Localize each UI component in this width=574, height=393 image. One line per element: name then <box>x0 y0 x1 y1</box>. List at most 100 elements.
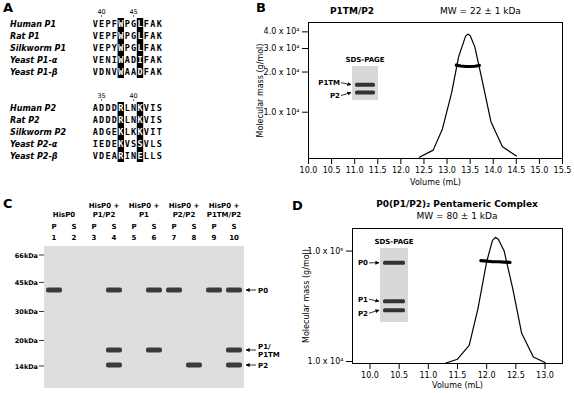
svg-text:Rat P1: Rat P1 <box>10 32 40 41</box>
svg-text:P: P <box>125 31 130 41</box>
svg-text:N: N <box>105 67 110 77</box>
svg-text:E: E <box>112 139 117 149</box>
svg-text:S: S <box>157 139 162 149</box>
svg-text:10.0: 10.0 <box>361 371 379 380</box>
svg-text:P: P <box>211 223 216 231</box>
svg-text:11.0: 11.0 <box>346 166 364 175</box>
svg-text:S: S <box>71 223 76 231</box>
svg-text:HisP0 +: HisP0 + <box>169 202 200 210</box>
svg-text:W: W <box>118 55 124 65</box>
svg-text:S: S <box>231 223 236 231</box>
svg-text:Human P2: Human P2 <box>10 104 56 113</box>
svg-text:8: 8 <box>192 234 197 242</box>
svg-text:P1/P2: P1/P2 <box>93 211 116 219</box>
svg-text:10: 10 <box>229 234 239 242</box>
svg-text:W: W <box>118 43 124 53</box>
svg-text:3: 3 <box>92 234 97 242</box>
svg-text:K: K <box>157 67 163 77</box>
svg-text:V: V <box>93 151 98 161</box>
svg-text:45kDa: 45kDa <box>15 279 38 287</box>
svg-text:6: 6 <box>152 234 157 242</box>
svg-text:K: K <box>157 43 163 53</box>
svg-text:K: K <box>118 127 124 137</box>
svg-text:D: D <box>112 115 117 125</box>
svg-text:45: 45 <box>129 8 137 16</box>
svg-text:P1TM: P1TM <box>318 79 340 87</box>
svg-text:P0: P0 <box>358 259 368 267</box>
svg-text:S: S <box>131 139 136 149</box>
svg-text:K: K <box>137 103 143 113</box>
svg-text:T: T <box>157 127 162 137</box>
svg-text:G: G <box>105 127 110 137</box>
svg-text:HisP0: HisP0 <box>53 211 76 219</box>
svg-text:E: E <box>99 19 104 29</box>
svg-text:A: A <box>150 43 155 53</box>
svg-text:G: G <box>131 19 136 29</box>
svg-text:L: L <box>125 115 130 125</box>
svg-text:12.5: 12.5 <box>415 166 433 175</box>
svg-text:11.5: 11.5 <box>449 371 467 380</box>
svg-text:14.5: 14.5 <box>507 166 525 175</box>
svg-text:E: E <box>99 31 104 41</box>
svg-text:K: K <box>131 127 137 137</box>
svg-text:D: D <box>105 115 110 125</box>
svg-text:E: E <box>137 151 142 161</box>
svg-text:K: K <box>137 127 143 137</box>
svg-text:S: S <box>157 103 162 113</box>
svg-text:A: A <box>131 67 136 77</box>
svg-text:V: V <box>144 139 149 149</box>
svg-text:1: 1 <box>52 234 57 242</box>
svg-text:I: I <box>150 115 155 125</box>
svg-text:A: A <box>125 67 130 77</box>
svg-text:Yeast P2-β: Yeast P2-β <box>10 152 58 161</box>
svg-text:A: A <box>150 55 155 65</box>
svg-text:E: E <box>99 55 104 65</box>
svg-text:P2/P2: P2/P2 <box>173 211 196 219</box>
svg-text:D: D <box>292 198 303 213</box>
svg-text:D: D <box>105 103 110 113</box>
svg-text:L: L <box>137 43 142 53</box>
svg-text:10.5: 10.5 <box>390 371 408 380</box>
svg-text:V: V <box>93 67 98 77</box>
svg-text:L: L <box>150 151 155 161</box>
svg-text:Y: Y <box>112 43 118 53</box>
svg-text:D: D <box>99 127 104 137</box>
svg-text:K: K <box>118 139 124 149</box>
svg-text:10.5: 10.5 <box>323 166 341 175</box>
svg-text:S: S <box>157 151 162 161</box>
svg-text:R: R <box>118 115 124 125</box>
svg-text:15.0: 15.0 <box>531 166 549 175</box>
svg-text:P: P <box>125 43 130 53</box>
svg-text:10.0: 10.0 <box>300 166 318 175</box>
svg-text:V: V <box>93 19 98 29</box>
svg-text:MW = 80 ± 1 kDa: MW = 80 ± 1 kDa <box>417 211 498 221</box>
svg-text:L: L <box>137 31 142 41</box>
svg-text:SDS-PAGE: SDS-PAGE <box>345 56 384 64</box>
svg-text:P0(P1/P2)₂ Pentameric Complex: P0(P1/P2)₂ Pentameric Complex <box>376 199 538 209</box>
svg-text:Silkworm P1: Silkworm P1 <box>10 44 66 53</box>
svg-text:V: V <box>125 139 130 149</box>
svg-text:40: 40 <box>97 8 105 16</box>
svg-text:K: K <box>157 19 163 29</box>
svg-text:W: W <box>118 31 124 41</box>
svg-text:A: A <box>150 31 155 41</box>
svg-text:E: E <box>112 127 117 137</box>
svg-text:P1: P1 <box>139 211 149 219</box>
svg-text:P: P <box>171 223 176 231</box>
svg-text:F: F <box>144 31 149 41</box>
svg-text:R: R <box>118 151 124 161</box>
svg-text:V: V <box>144 115 149 125</box>
svg-text:4.0 x 10⁴: 4.0 x 10⁴ <box>264 27 300 36</box>
svg-text:A: A <box>150 67 155 77</box>
svg-text:12.0: 12.0 <box>478 371 496 380</box>
svg-text:14.0: 14.0 <box>484 166 502 175</box>
svg-text:P0: P0 <box>258 287 268 295</box>
svg-text:HisP0 +: HisP0 + <box>89 202 120 210</box>
svg-text:S: S <box>137 139 142 149</box>
svg-text:1.0 x 10⁴: 1.0 x 10⁴ <box>308 357 344 366</box>
svg-text:F: F <box>112 19 117 29</box>
svg-text:5: 5 <box>132 234 137 242</box>
svg-text:W: W <box>118 67 124 77</box>
svg-text:V: V <box>93 31 98 41</box>
svg-text:R: R <box>118 103 124 113</box>
